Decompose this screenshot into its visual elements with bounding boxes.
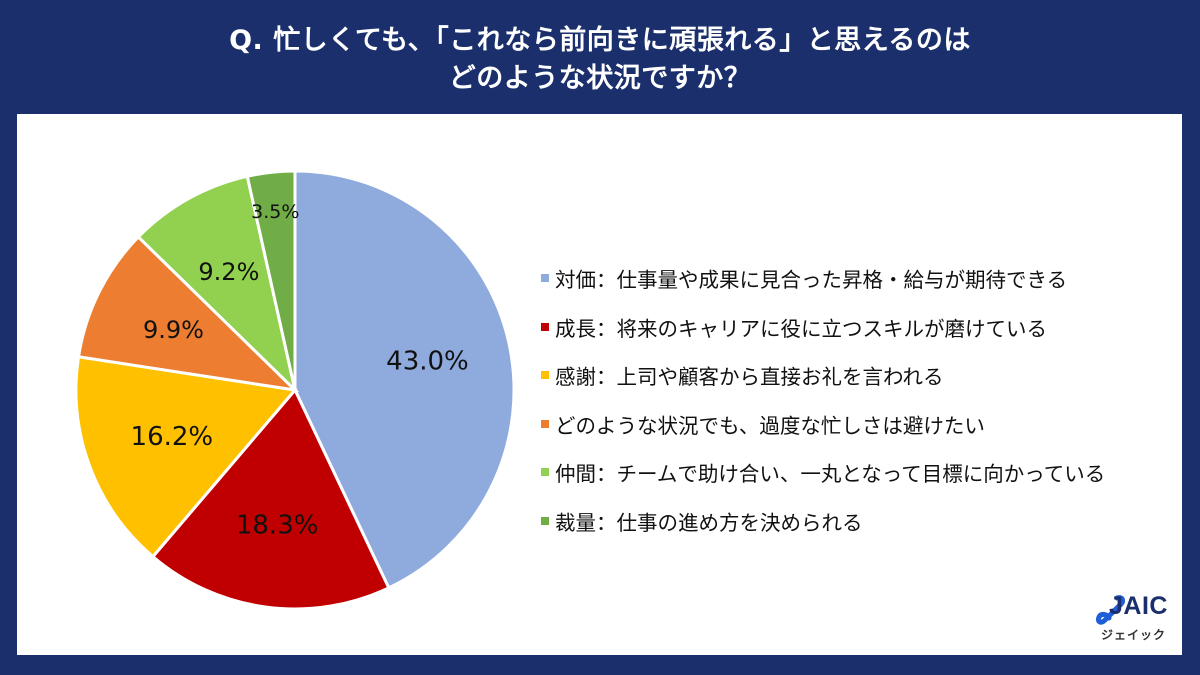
legend-label: 裁量：仕事の進め方を決められる bbox=[555, 510, 863, 535]
legend-item-gratitude: 感謝：上司や顧客から直接お礼を言われる bbox=[541, 351, 1105, 400]
legend-item-compensation: 対価：仕事量や成果に見合った昇格・給与が期待できる bbox=[541, 254, 1105, 303]
pie-labels: 43.0% 18.3% 16.2% 9.9% 9.2% 3.5% bbox=[131, 201, 469, 541]
pie-slice-growth bbox=[150, 387, 391, 611]
legend-label: どのような状況でも、過度な忙しさは避けたい bbox=[555, 413, 985, 438]
legend-item-teammates: 仲間：チームで助け合い、一丸となって目標に向かっている bbox=[541, 448, 1105, 497]
legend-label: 感謝：上司や顧客から直接お礼を言われる bbox=[555, 365, 944, 390]
pie-label-avoid-busyness: 9.9% bbox=[143, 316, 204, 344]
legend-item-growth: 成長：将来のキャリアに役に立つスキルが磨けている bbox=[541, 303, 1105, 352]
logo-subtitle: ジェイック bbox=[1101, 628, 1167, 642]
legend-swatch bbox=[541, 322, 549, 331]
pie-label-growth: 18.3% bbox=[236, 511, 319, 541]
legend-swatch bbox=[541, 516, 549, 525]
logo-swoosh-icon bbox=[1096, 595, 1125, 625]
legend-swatch bbox=[541, 468, 549, 477]
pie-label-discretion: 3.5% bbox=[251, 201, 299, 223]
pie-slice-avoid-busyness bbox=[76, 234, 300, 393]
jaic-logo: JAIC ジェイック bbox=[1093, 592, 1173, 652]
pie-label-compensation: 43.0% bbox=[386, 346, 469, 376]
pie-slices bbox=[74, 169, 516, 611]
pie-slice-gratitude bbox=[74, 355, 298, 559]
pie-label-teammates: 9.2% bbox=[198, 258, 259, 286]
logo-wordmark: JAIC bbox=[1109, 592, 1168, 620]
pie-label-gratitude: 16.2% bbox=[131, 422, 214, 452]
pie-slice-discretion bbox=[245, 169, 297, 391]
legend-swatch bbox=[541, 371, 549, 380]
legend-item-avoid-busyness: どのような状況でも、過度な忙しさは避けたい bbox=[541, 400, 1105, 449]
legend-label: 対価：仕事量や成果に見合った昇格・給与が期待できる bbox=[555, 268, 1068, 293]
legend-label: 仲間：チームで助け合い、一丸となって目標に向かっている bbox=[555, 462, 1106, 487]
legend-swatch bbox=[541, 419, 549, 428]
pie-slice-compensation bbox=[293, 169, 516, 590]
title-line-1: Q. 忙しくても、「これなら前向きに頑張れる」と思えるのは bbox=[229, 25, 971, 56]
legend: 対価：仕事量や成果に見合った昇格・給与が期待できる 成長：将来のキャリアに役に立… bbox=[541, 254, 1105, 545]
legend-swatch bbox=[541, 274, 549, 283]
pie-slice-teammates bbox=[136, 174, 298, 395]
chart-title: Q. 忙しくても、「これなら前向きに頑張れる」と思えるのは どのような状況ですか… bbox=[0, 22, 1200, 98]
legend-label: 成長：将来のキャリアに役に立つスキルが磨けている bbox=[555, 316, 1047, 341]
title-line-2: どのような状況ですか？ bbox=[448, 63, 752, 94]
legend-item-discretion: 裁量：仕事の進め方を決められる bbox=[541, 497, 1105, 546]
